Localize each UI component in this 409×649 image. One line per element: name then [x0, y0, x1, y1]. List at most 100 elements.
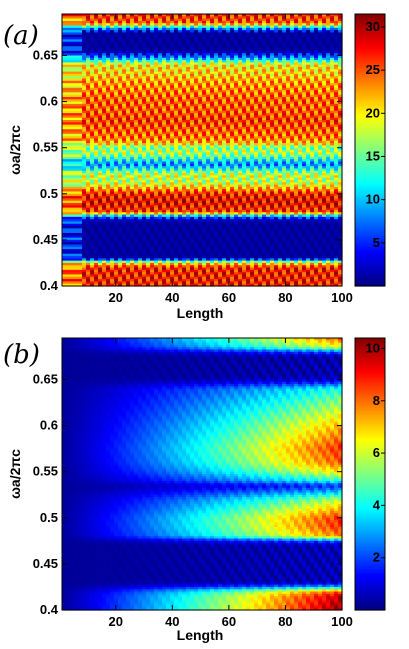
heatmap-cell — [142, 124, 147, 128]
heatmap-cell — [318, 108, 323, 112]
heatmap-cell — [86, 90, 91, 93]
heatmap-cell — [262, 64, 267, 68]
heatmap-cell — [226, 37, 231, 40]
heatmap-cell — [166, 25, 171, 29]
heatmap-cell — [318, 138, 323, 142]
heatmap-cell — [254, 168, 259, 172]
heatmap-cell — [66, 50, 71, 54]
heatmap-cell — [90, 152, 95, 156]
heatmap-cell — [254, 145, 259, 149]
heatmap-cell — [278, 20, 283, 24]
heatmap-cell — [238, 43, 243, 47]
heatmap-cell — [114, 120, 119, 123]
heatmap-cell — [214, 150, 219, 153]
heatmap-cell — [290, 67, 295, 70]
heatmap-cell — [314, 161, 319, 165]
heatmap-cell — [238, 37, 243, 40]
heatmap-cell — [174, 50, 179, 54]
heatmap-cell — [134, 110, 139, 114]
heatmap-cell — [310, 64, 315, 68]
heatmap-cell — [282, 41, 287, 45]
heatmap-cell — [222, 25, 227, 29]
heatmap-cell — [166, 110, 171, 114]
heatmap-cell — [242, 108, 247, 112]
heatmap-cell — [210, 106, 215, 110]
heatmap-cell — [230, 25, 235, 29]
heatmap-cell — [126, 78, 131, 82]
heatmap-cell — [218, 37, 223, 40]
heatmap-cell — [282, 133, 287, 137]
heatmap-cell — [142, 145, 147, 149]
heatmap-cell — [250, 106, 255, 110]
heatmap-cell — [102, 150, 107, 153]
heatmap-cell — [254, 62, 259, 66]
heatmap-cell — [290, 159, 295, 163]
heatmap-cell — [274, 122, 279, 126]
heatmap-cell — [334, 117, 339, 121]
heatmap-cell — [262, 166, 267, 170]
heatmap-cell — [210, 43, 215, 47]
heatmap-cell — [294, 129, 299, 133]
heatmap-cell — [302, 87, 307, 91]
heatmap-cell — [234, 64, 239, 68]
heatmap-cell — [302, 140, 307, 144]
heatmap-cell — [62, 99, 67, 103]
heatmap-cell — [238, 71, 243, 75]
heatmap-cell — [146, 20, 151, 24]
heatmap-cell — [282, 60, 287, 64]
heatmap-cell — [70, 32, 75, 36]
heatmap-cell — [314, 43, 319, 47]
heatmap-cell — [226, 143, 231, 146]
heatmap-cell — [242, 30, 247, 34]
heatmap-cell — [290, 115, 295, 119]
heatmap-cell — [258, 96, 263, 100]
heatmap-cell — [74, 161, 79, 165]
heatmap-cell — [318, 20, 323, 24]
heatmap-cell — [178, 99, 183, 103]
heatmap-cell — [322, 73, 327, 77]
heatmap-cell — [190, 108, 195, 112]
heatmap-cell — [134, 83, 139, 87]
heatmap-cell — [318, 53, 323, 57]
heatmap-cell — [142, 46, 147, 50]
heatmap-cell — [138, 159, 143, 163]
heatmap-cell — [210, 37, 215, 40]
heatmap-cell — [330, 43, 335, 47]
heatmap-cell — [134, 78, 139, 82]
heatmap-cell — [138, 166, 143, 170]
heatmap-cell — [90, 138, 95, 142]
heatmap-cell — [82, 69, 87, 73]
heatmap-cell — [146, 152, 151, 156]
heatmap-cell — [178, 133, 183, 137]
heatmap-cell — [130, 71, 135, 75]
heatmap-cell — [282, 173, 287, 176]
heatmap-cell — [294, 163, 299, 167]
heatmap-cell — [174, 168, 179, 172]
heatmap-cell — [194, 76, 199, 80]
heatmap-cell — [290, 57, 295, 61]
heatmap-cell — [190, 46, 195, 50]
heatmap-cell — [318, 122, 323, 126]
heatmap-cell — [282, 113, 287, 117]
heatmap-cell — [298, 23, 303, 27]
heatmap-cell — [294, 113, 299, 117]
heatmap-cell — [222, 92, 227, 96]
heatmap-cell — [262, 163, 267, 167]
heatmap-cell — [70, 131, 75, 135]
heatmap-cell — [62, 90, 67, 93]
heatmap-cell — [78, 143, 83, 146]
heatmap-cell — [322, 87, 327, 91]
heatmap-cell — [274, 57, 279, 61]
heatmap-cell — [326, 129, 331, 133]
heatmap-cell — [106, 64, 111, 68]
heatmap-cell — [110, 117, 115, 121]
heatmap-cell — [110, 120, 115, 123]
heatmap-cell — [186, 152, 191, 156]
heatmap-cell — [190, 161, 195, 165]
heatmap-cell — [154, 64, 159, 68]
heatmap-cell — [142, 175, 147, 179]
heatmap-cell — [82, 124, 87, 128]
heatmap-cell — [198, 145, 203, 149]
heatmap-cell — [274, 20, 279, 24]
heatmap-cell — [250, 94, 255, 98]
